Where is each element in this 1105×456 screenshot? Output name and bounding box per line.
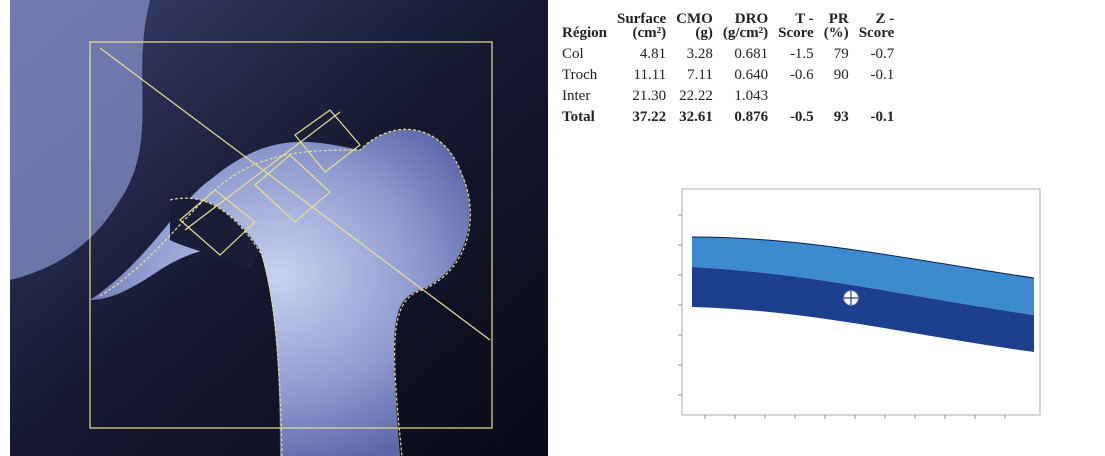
page: RégionSurface(cm²)CMO(g)DRO(g/cm²)T -Sco…: [0, 0, 1105, 456]
header-text: (g/cm²): [723, 25, 768, 41]
cell: 37.22: [607, 107, 666, 128]
empty-cell: [849, 86, 895, 107]
header-text: Score: [778, 25, 814, 41]
cell: 3.28: [666, 44, 713, 65]
hip-scan-image: [10, 0, 548, 456]
column-header: Surface(cm²): [607, 12, 666, 44]
empty-cell: [768, 86, 814, 107]
reference-curve-chart: [660, 185, 1050, 430]
cell: -1.5: [768, 44, 814, 65]
column-header: T -Score: [768, 12, 814, 44]
header-text: (%): [824, 25, 849, 41]
cell: -0.6: [768, 65, 814, 86]
cell: Total: [562, 107, 607, 128]
column-header: PR(%): [814, 12, 849, 44]
column-header: CMO(g): [666, 12, 713, 44]
cell: 22.22: [666, 86, 713, 107]
cell: 0.640: [713, 65, 768, 86]
cell: 4.81: [607, 44, 666, 65]
header-text: (g): [695, 25, 713, 41]
cell: Troch: [562, 65, 607, 86]
cell: 79: [814, 44, 849, 65]
cell: 0.681: [713, 44, 768, 65]
cell: 1.043: [713, 86, 768, 107]
cell: 32.61: [666, 107, 713, 128]
header-text: Région: [562, 25, 607, 41]
cell: 11.11: [607, 65, 666, 86]
cell: Inter: [562, 86, 607, 107]
header-text: (cm²): [633, 25, 667, 41]
column-header: Région: [562, 12, 607, 44]
cell: -0.5: [768, 107, 814, 128]
header-text: Score: [859, 25, 895, 41]
cell: -0.1: [849, 65, 895, 86]
cell: 0.876: [713, 107, 768, 128]
cell: 90: [814, 65, 849, 86]
cell: -0.7: [849, 44, 895, 65]
cell: -0.1: [849, 107, 895, 128]
cell: 21.30: [607, 86, 666, 107]
cell: 7.11: [666, 65, 713, 86]
column-header: Z -Score: [849, 12, 895, 44]
cell: Col: [562, 44, 607, 65]
column-header: DRO(g/cm²): [713, 12, 768, 44]
empty-cell: [814, 86, 849, 107]
cell: 93: [814, 107, 849, 128]
